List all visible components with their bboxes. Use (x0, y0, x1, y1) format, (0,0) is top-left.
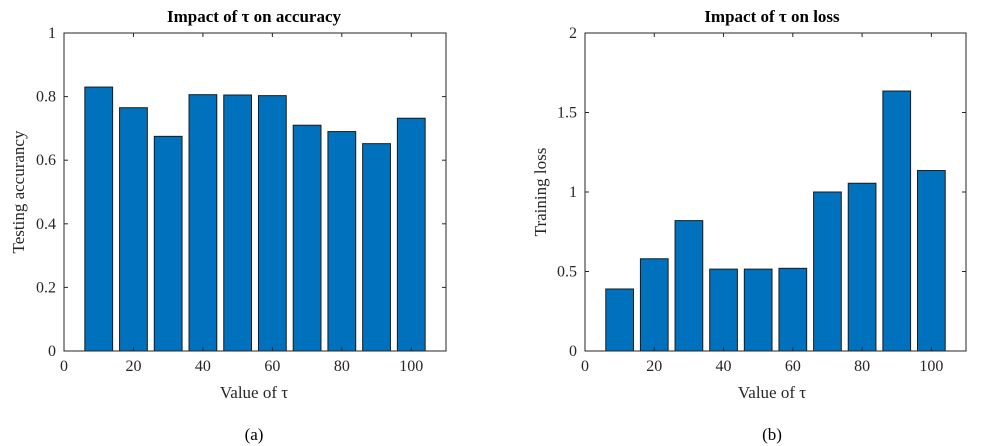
y-axis-label: Training loss (531, 148, 550, 237)
bar (605, 288, 634, 352)
x-tick-label: 80 (334, 358, 350, 375)
bar (119, 107, 148, 352)
y-tick-label: 1.5 (557, 105, 577, 122)
tick-group: 0 20 40 60 80 100 0 0.2 0.4 0.6 0.8 1 (36, 25, 446, 375)
bar (223, 94, 253, 352)
y-tick-label: 1 (569, 184, 577, 201)
bar (778, 267, 808, 352)
bar (188, 94, 218, 352)
y-tick-label: 0 (569, 343, 577, 360)
loss-chart: Impact of τ on loss Training loss Value … (531, 7, 967, 444)
y-tick-label: 0.2 (36, 279, 56, 296)
accuracy-chart: Impact of τ on accuracy Testing accuranc… (9, 7, 447, 444)
bar (847, 182, 877, 352)
chart-title: Impact of τ on accuracy (167, 7, 342, 26)
bar (917, 170, 946, 352)
bar (396, 117, 426, 352)
tick-group: 0 20 40 60 80 100 0 0.5 1 1.5 2 (557, 25, 966, 375)
y-tick-label: 0.8 (36, 89, 56, 106)
y-tick-label: 1 (48, 25, 56, 42)
bar (362, 143, 391, 352)
x-tick-label: 0 (60, 358, 68, 375)
x-axis-label: Value of τ (738, 383, 806, 402)
bar (674, 220, 704, 352)
bar-group (84, 86, 426, 352)
y-tick-label: 0 (48, 343, 56, 360)
x-tick-label: 20 (125, 358, 141, 375)
x-tick-label: 100 (919, 358, 943, 375)
y-tick-label: 0.5 (557, 264, 577, 281)
chart-title: Impact of τ on loss (704, 7, 840, 26)
plot-box (63, 32, 447, 352)
bar (84, 86, 114, 352)
bar (327, 131, 357, 352)
axes-frame (63, 32, 447, 352)
x-tick-label: 0 (581, 358, 589, 375)
subfigure-caption: (a) (245, 425, 264, 444)
x-axis-label: Value of τ (220, 383, 288, 402)
bar (743, 268, 773, 352)
bar (153, 135, 183, 352)
x-tick-label: 80 (854, 358, 870, 375)
x-tick-label: 60 (264, 358, 280, 375)
bar (257, 95, 287, 352)
bar (292, 124, 322, 352)
x-tick-label: 20 (646, 358, 662, 375)
x-tick-label: 40 (716, 358, 732, 375)
subfigure-caption: (b) (762, 425, 782, 444)
y-tick-label: 0.4 (36, 216, 56, 233)
bar (639, 258, 669, 352)
bar-group (605, 90, 946, 352)
bar (709, 268, 738, 352)
x-tick-label: 60 (785, 358, 801, 375)
y-axis-label: Testing accurancy (9, 130, 28, 253)
bar (882, 90, 912, 352)
x-tick-label: 40 (195, 358, 211, 375)
y-tick-label: 2 (569, 25, 577, 42)
y-tick-label: 0.6 (36, 152, 56, 169)
x-tick-label: 100 (399, 358, 423, 375)
bar (813, 191, 842, 352)
